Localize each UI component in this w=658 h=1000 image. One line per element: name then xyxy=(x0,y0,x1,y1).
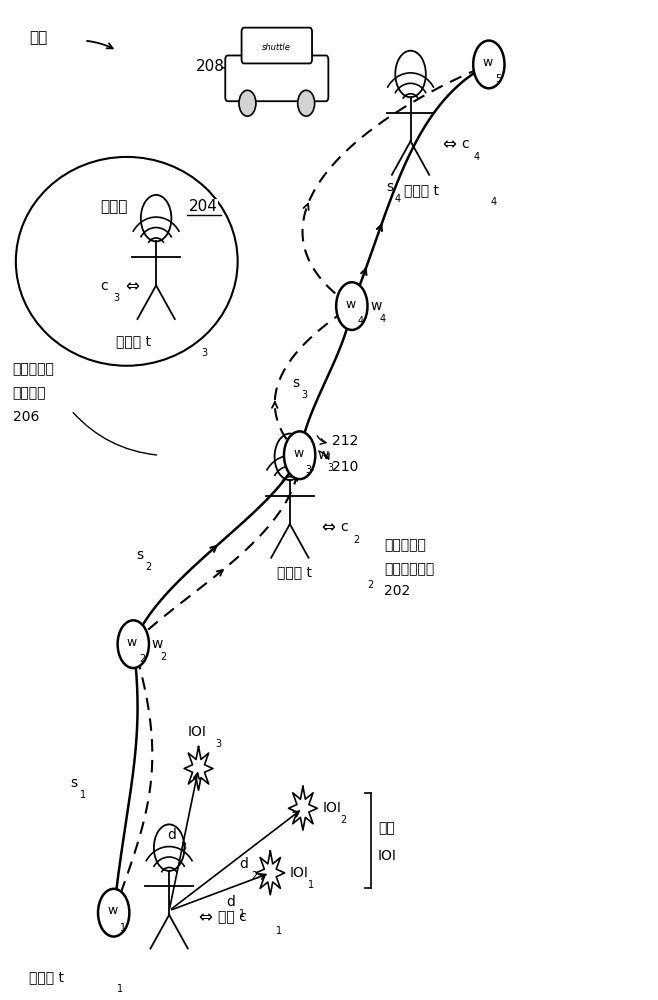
Text: 在时间 t: 在时间 t xyxy=(116,334,151,348)
Text: 3: 3 xyxy=(202,348,208,358)
Text: IOI: IOI xyxy=(188,725,207,739)
Text: 2: 2 xyxy=(252,871,258,881)
Text: 在时间 t: 在时间 t xyxy=(29,970,64,984)
Text: 1: 1 xyxy=(308,880,315,890)
Text: 4: 4 xyxy=(395,194,401,204)
Text: ⇔: ⇔ xyxy=(125,277,139,295)
FancyBboxPatch shape xyxy=(241,28,312,63)
Text: 实际路线: 实际路线 xyxy=(13,387,46,401)
Text: 存储库: 存储库 xyxy=(100,199,128,214)
Circle shape xyxy=(239,90,256,116)
Circle shape xyxy=(284,431,315,479)
Text: w: w xyxy=(370,299,382,313)
Text: d: d xyxy=(240,857,248,871)
Text: 2: 2 xyxy=(353,535,359,545)
Text: w: w xyxy=(107,904,118,917)
Text: 202: 202 xyxy=(384,584,411,598)
Text: d: d xyxy=(226,895,235,909)
Text: s: s xyxy=(70,776,78,790)
Ellipse shape xyxy=(16,157,238,366)
Text: IOI: IOI xyxy=(378,849,397,863)
Text: 1: 1 xyxy=(276,926,282,936)
Text: ⇔: ⇔ xyxy=(199,909,213,927)
Text: c: c xyxy=(341,520,348,534)
Text: 3: 3 xyxy=(215,739,222,749)
Text: 所计划的路线: 所计划的路线 xyxy=(384,563,435,577)
Text: 3: 3 xyxy=(327,463,333,473)
Text: 2: 2 xyxy=(367,580,373,590)
Text: 4: 4 xyxy=(474,152,480,162)
Text: s: s xyxy=(386,180,393,194)
Text: 204: 204 xyxy=(189,199,218,214)
Text: 在时间 t: 在时间 t xyxy=(277,566,312,580)
Text: w: w xyxy=(151,637,163,651)
Text: ⇔: ⇔ xyxy=(321,518,335,536)
Text: w: w xyxy=(345,298,356,311)
Text: 2: 2 xyxy=(139,654,145,664)
Text: （简化的）: （简化的） xyxy=(384,538,426,552)
Text: 3: 3 xyxy=(180,842,186,852)
Text: 210: 210 xyxy=(332,460,359,474)
Text: w: w xyxy=(293,447,303,460)
Text: 1: 1 xyxy=(80,790,86,800)
Text: 境况: 境况 xyxy=(378,822,395,836)
Circle shape xyxy=(98,889,130,937)
Text: IOI: IOI xyxy=(290,866,309,880)
Text: 1: 1 xyxy=(117,984,123,994)
Text: 2: 2 xyxy=(341,815,347,825)
Circle shape xyxy=(473,41,505,88)
Text: s: s xyxy=(136,548,143,562)
Text: 2: 2 xyxy=(145,562,151,572)
FancyBboxPatch shape xyxy=(225,55,328,101)
Text: 3: 3 xyxy=(305,465,312,475)
Text: 212: 212 xyxy=(332,434,359,448)
Text: 示例: 示例 xyxy=(29,30,47,45)
Text: c: c xyxy=(101,279,109,293)
Text: 1: 1 xyxy=(120,923,126,933)
Text: 206: 206 xyxy=(13,410,39,424)
Text: w: w xyxy=(482,56,493,69)
Text: 3: 3 xyxy=(114,293,120,303)
Text: IOI: IOI xyxy=(322,801,342,815)
Circle shape xyxy=(118,620,149,668)
Text: 4: 4 xyxy=(358,316,364,326)
Text: ⇔: ⇔ xyxy=(442,135,456,153)
Text: 3: 3 xyxy=(301,390,308,400)
Text: （简化的）: （简化的） xyxy=(13,362,55,376)
Text: 208: 208 xyxy=(196,59,225,74)
Text: 在时间 t: 在时间 t xyxy=(404,183,439,197)
Text: 境况 c: 境况 c xyxy=(218,911,247,925)
Text: 1: 1 xyxy=(239,909,245,919)
Text: 4: 4 xyxy=(379,314,386,324)
Text: 5: 5 xyxy=(495,74,501,84)
Circle shape xyxy=(336,282,368,330)
Text: shuttle: shuttle xyxy=(263,43,291,52)
Circle shape xyxy=(297,90,315,116)
Text: w: w xyxy=(318,448,329,462)
Text: w: w xyxy=(127,636,137,649)
Text: s: s xyxy=(293,376,299,390)
Text: d: d xyxy=(168,828,176,842)
Text: 2: 2 xyxy=(161,652,167,662)
Text: 4: 4 xyxy=(490,197,496,207)
Text: c: c xyxy=(461,137,469,151)
